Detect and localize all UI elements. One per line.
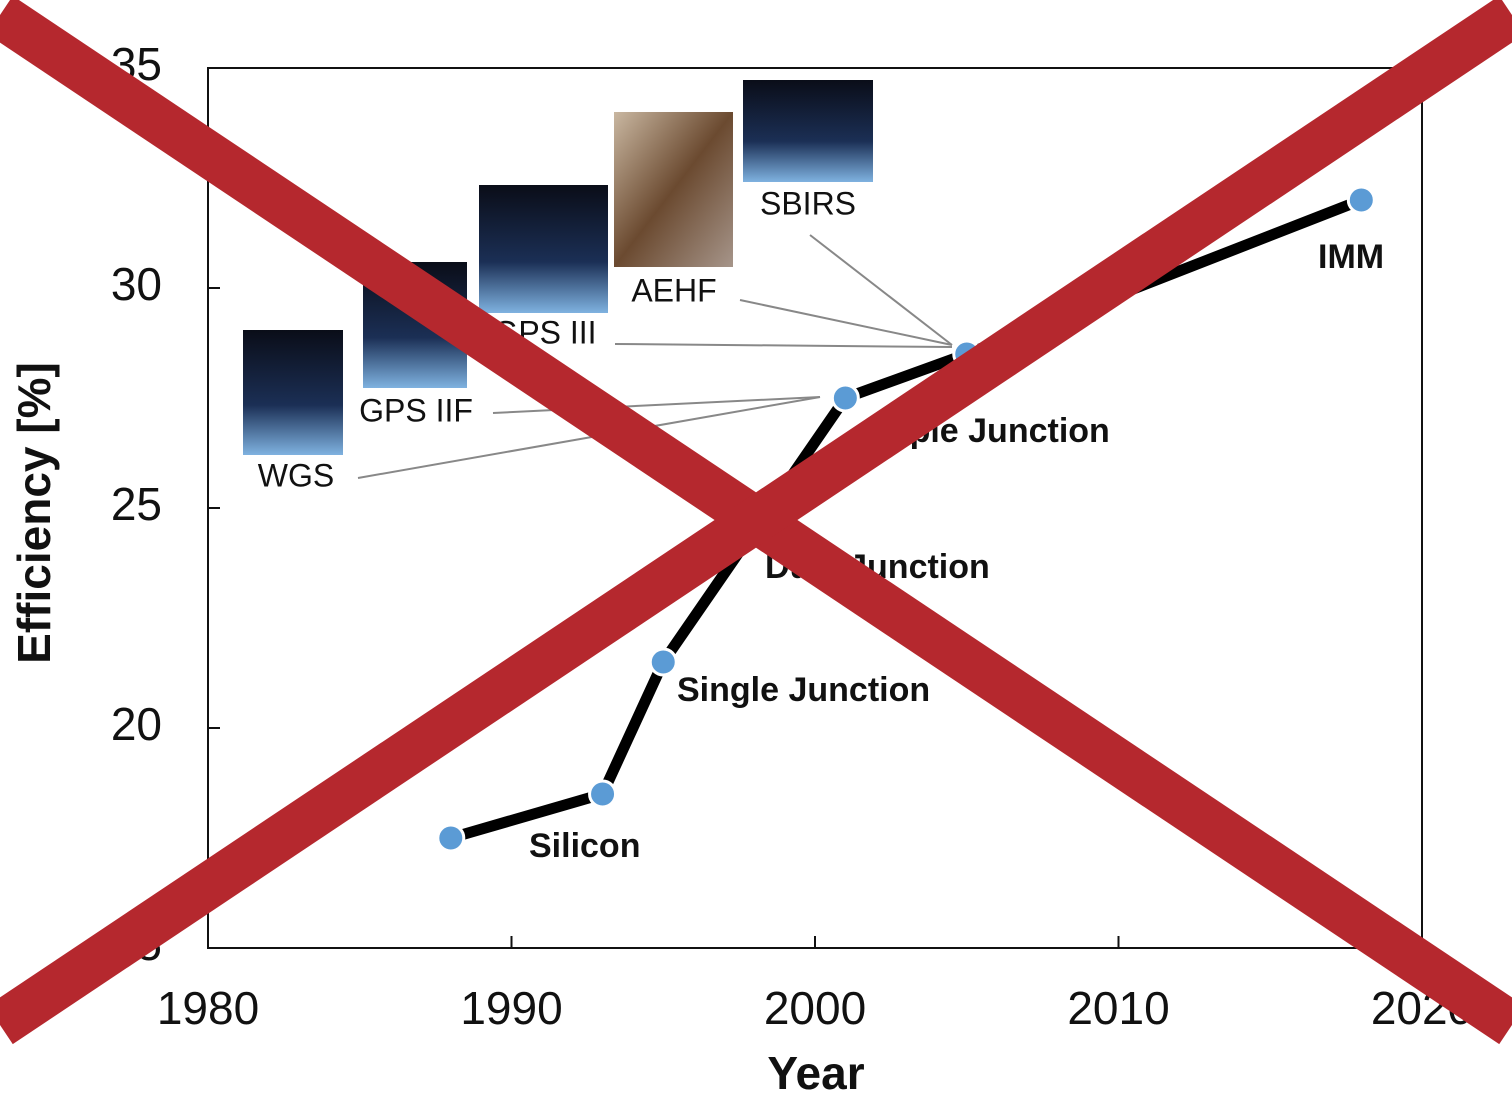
leader-line xyxy=(614,343,953,348)
x-tick-label: 1980 xyxy=(157,982,259,1034)
x-tick-label: 1990 xyxy=(460,982,562,1034)
y-tick-label: 20 xyxy=(111,698,162,750)
annotation: Single Junction xyxy=(677,671,930,709)
image-gps-iii xyxy=(479,185,608,313)
leader-line xyxy=(492,396,821,414)
data-point xyxy=(830,383,860,413)
image-wgs xyxy=(243,330,343,455)
cross-line xyxy=(0,0,1512,1045)
data-point xyxy=(436,823,466,853)
annotation: IMM xyxy=(1318,238,1384,276)
data-point xyxy=(588,779,618,809)
satellite-label: AEHF xyxy=(631,272,716,308)
y-axis-title: Efficiency [%] xyxy=(8,362,60,664)
satellite-label: GPS IIF xyxy=(359,392,473,428)
leader-line xyxy=(739,299,953,346)
y-tick-label: 30 xyxy=(111,258,162,310)
x-axis-title: Year xyxy=(767,1047,864,1099)
leader-line xyxy=(809,234,953,346)
annotation: Silicon xyxy=(529,827,640,865)
cross-out xyxy=(0,0,1512,1045)
leader-line xyxy=(357,396,821,479)
x-tick-label: 2010 xyxy=(1067,982,1169,1034)
image-aehf xyxy=(614,112,733,267)
satellite-label: WGS xyxy=(258,457,334,493)
y-tick-label: 25 xyxy=(111,478,162,530)
data-point xyxy=(648,647,678,677)
leader-lines xyxy=(357,234,953,479)
x-tick-label: 2000 xyxy=(764,982,866,1034)
image-sbirs xyxy=(743,80,873,182)
satellite-label: SBIRS xyxy=(760,185,856,221)
data-point xyxy=(1346,185,1376,215)
